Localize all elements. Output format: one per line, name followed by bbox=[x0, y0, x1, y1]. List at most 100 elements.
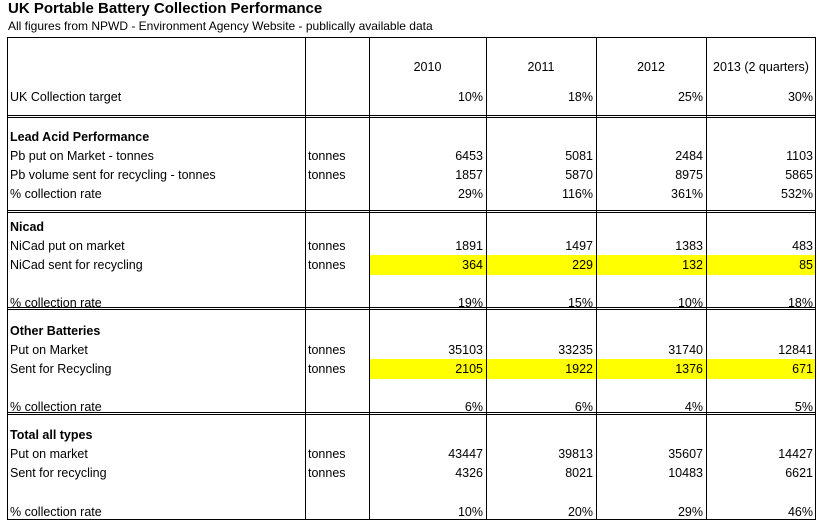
row-label: % collection rate bbox=[10, 505, 102, 519]
year-header-cell: 2012 bbox=[637, 60, 665, 74]
table-row: % collection rate 10% 20% 29% 46% bbox=[7, 503, 816, 521]
table-row: Put on market tonnes 43447 39813 35607 14427 bbox=[7, 445, 816, 463]
table-row: Pb volume sent for recycling - tonnes ton… bbox=[7, 166, 816, 184]
year-header: 2012 bbox=[7, 58, 816, 76]
row-label: NiCad sent for recycling bbox=[10, 258, 143, 272]
unit-label: tonnes bbox=[308, 362, 346, 376]
table-row: Sent for Recycling tonnes 2105 1922 1376 671 bbox=[7, 360, 816, 378]
value-cell: 5865 bbox=[785, 168, 813, 182]
section-divider bbox=[7, 210, 816, 213]
value-cell: 43447 bbox=[448, 447, 483, 461]
value-cell: 31740 bbox=[668, 343, 703, 357]
row-label: UK Collection target bbox=[10, 90, 122, 104]
value-cell: 35607 bbox=[668, 447, 703, 461]
value-cell: 2105 bbox=[455, 362, 483, 376]
value-cell: 364 bbox=[462, 258, 483, 272]
value-cell: 18% bbox=[567, 90, 593, 104]
value-cell: 1103 bbox=[786, 149, 813, 163]
value-cell: 29% bbox=[677, 505, 703, 519]
row-label: Pb volume sent for recycling - tonnes bbox=[10, 168, 216, 182]
section-heading: Total all types bbox=[10, 428, 93, 442]
value-cell: 12841 bbox=[778, 343, 813, 357]
unit-label: tonnes bbox=[308, 168, 346, 182]
row-label: Sent for recycling bbox=[10, 466, 107, 480]
value-cell: 33235 bbox=[558, 343, 593, 357]
table-row: Pb put on Market - tonnes tonnes 6453 5081 2… bbox=[7, 147, 816, 165]
row-label: Pb put on Market - tonnes bbox=[10, 149, 154, 163]
value-cell: 30% bbox=[787, 90, 813, 104]
unit-label: tonnes bbox=[308, 447, 346, 461]
section-divider bbox=[7, 115, 816, 118]
value-cell: 6% bbox=[464, 400, 483, 414]
column-divider bbox=[486, 37, 487, 520]
page-subtitle: All figures from NPWD - Environment Agen… bbox=[8, 19, 433, 33]
value-cell: 229 bbox=[572, 258, 593, 272]
value-cell: 35103 bbox=[448, 343, 483, 357]
row-label: % collection rate bbox=[10, 400, 102, 414]
section-heading: Nicad bbox=[10, 220, 45, 234]
value-cell: 4326 bbox=[455, 466, 483, 480]
value-cell: 10% bbox=[677, 296, 703, 310]
row-label: Put on Market bbox=[10, 343, 88, 357]
value-cell: 8975 bbox=[675, 168, 703, 182]
table-row: Put on Market tonnes 35103 33235 31740 12841 bbox=[7, 341, 816, 359]
value-cell: 29% bbox=[457, 187, 483, 201]
table-row: Total all types bbox=[7, 426, 816, 444]
row-highlight bbox=[370, 359, 816, 379]
value-cell: 1497 bbox=[565, 239, 593, 253]
unit-label: tonnes bbox=[308, 466, 346, 480]
section-divider bbox=[7, 307, 816, 310]
section-divider bbox=[7, 412, 816, 415]
table-row: Lead Acid Performance bbox=[7, 128, 816, 146]
unit-label: tonnes bbox=[308, 239, 346, 253]
table-row: % collection rate 19% 15% 10% 18% bbox=[7, 294, 816, 312]
row-label: % collection rate bbox=[10, 187, 102, 201]
row-highlight bbox=[370, 255, 816, 275]
row-label: NiCad put on market bbox=[10, 239, 125, 253]
value-cell: 15% bbox=[567, 296, 593, 310]
year-header: 2011 bbox=[7, 58, 816, 76]
table-row: % collection rate 29% 116% 361% 532% bbox=[7, 185, 816, 203]
column-divider bbox=[7, 37, 8, 520]
value-cell: 39813 bbox=[558, 447, 593, 461]
value-cell: 20% bbox=[567, 505, 593, 519]
value-cell: 483 bbox=[792, 239, 813, 253]
table-row: % collection rate 6% 6% 4% 5% bbox=[7, 398, 816, 416]
column-divider bbox=[815, 37, 816, 520]
row-label: Sent for Recycling bbox=[10, 362, 112, 376]
value-cell: 25% bbox=[677, 90, 703, 104]
table-row: NiCad sent for recycling tonnes 364 229 132 8… bbox=[7, 256, 816, 274]
year-header-cell: 2013 (2 quarters) bbox=[713, 60, 809, 74]
value-cell: 132 bbox=[682, 258, 703, 272]
value-cell: 6% bbox=[574, 400, 593, 414]
table-border bbox=[7, 519, 816, 520]
row-label: % collection rate bbox=[10, 296, 102, 310]
value-cell: 85 bbox=[799, 258, 813, 272]
value-cell: 10% bbox=[457, 90, 483, 104]
section-heading: Lead Acid Performance bbox=[10, 130, 150, 144]
year-header-cell: 2011 bbox=[527, 60, 555, 74]
year-header-cell: 2010 bbox=[413, 60, 442, 74]
unit-label: tonnes bbox=[308, 258, 346, 272]
value-cell: 1376 bbox=[675, 362, 703, 376]
value-cell: 6621 bbox=[785, 466, 813, 480]
value-cell: 2484 bbox=[675, 149, 703, 163]
table-row: Sent for recycling tonnes 4326 8021 10483 662… bbox=[7, 464, 816, 482]
value-cell: 18% bbox=[787, 296, 813, 310]
row-label: Put on market bbox=[10, 447, 88, 461]
value-cell: 532% bbox=[781, 187, 813, 201]
unit-label: tonnes bbox=[308, 343, 346, 357]
value-cell: 4% bbox=[684, 400, 703, 414]
value-cell: 14427 bbox=[778, 447, 813, 461]
column-divider bbox=[706, 37, 707, 520]
column-divider bbox=[596, 37, 597, 520]
page-title: UK Portable Battery Collection Performan… bbox=[8, 0, 323, 17]
table-row: Nicad bbox=[7, 218, 816, 236]
value-cell: 5870 bbox=[565, 168, 593, 182]
value-cell: 1891 bbox=[455, 239, 483, 253]
data-table: 2010 2011 2012 2013 (2 quarters) UK Collecti… bbox=[7, 37, 816, 520]
value-cell: 10% bbox=[457, 505, 483, 519]
value-cell: 1922 bbox=[565, 362, 593, 376]
value-cell: 10483 bbox=[668, 466, 703, 480]
section-heading: Other Batteries bbox=[10, 324, 101, 338]
